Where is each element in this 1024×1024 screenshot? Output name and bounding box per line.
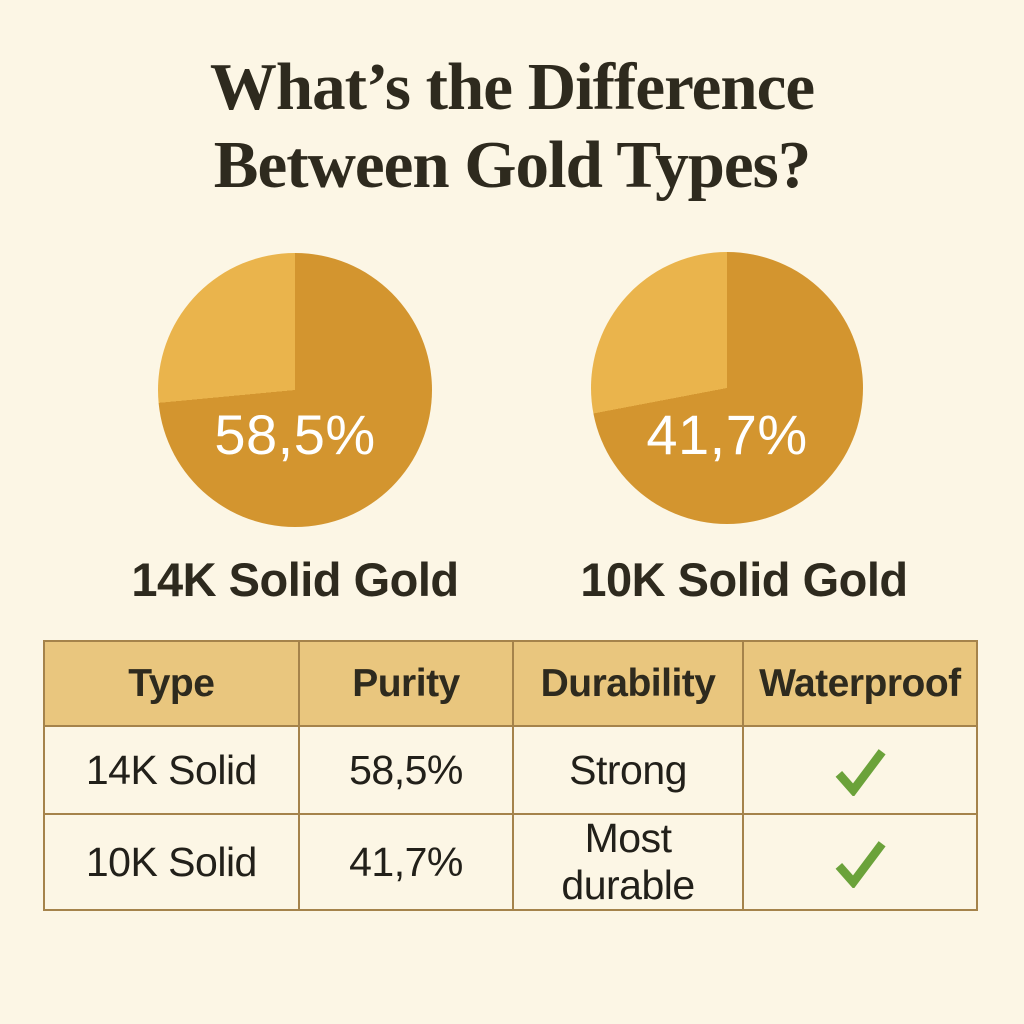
checkmark-icon [835,840,886,888]
cell-waterproof-14k [741,725,979,815]
table-header-row: Type Purity Durability Waterproof [43,640,979,727]
table-row: 14K Solid 58,5% Strong [43,725,979,815]
pie-caption-14k: 14K Solid Gold [131,553,459,606]
pie-chart-14k: 58,5% [158,253,432,527]
page-title: What’s the Difference Between Gold Types… [0,48,1024,204]
cell-durability-10k: Most durable [512,813,744,911]
pie-value-label-14k: 58,5% [214,403,376,466]
column-header-waterproof: Waterproof [741,640,979,727]
pie-value-label-10k: 41,7% [646,403,808,466]
cell-purity-14k: 58,5% [297,725,515,815]
page-title-line-1: What’s the Difference [209,50,815,124]
cell-durability-14k: Strong [512,725,744,815]
pie-caption-10k: 10K Solid Gold [580,553,908,606]
comparison-table: Type Purity Durability Waterproof 14K So… [43,640,979,911]
cell-type-14k: 14K Solid [43,725,300,815]
column-header-purity: Purity [297,640,515,727]
pie-chart-10k: 41,7% [591,252,863,524]
column-header-type: Type [43,640,300,727]
checkmark-icon [835,748,886,796]
cell-purity-10k: 41,7% [297,813,515,911]
cell-waterproof-10k [741,813,979,911]
column-header-durability: Durability [512,640,744,727]
table-row: 10K Solid 41,7% Most durable [43,813,979,911]
cell-type-10k: 10K Solid [43,813,300,911]
page-title-line-2: Between Gold Types? [213,128,811,202]
